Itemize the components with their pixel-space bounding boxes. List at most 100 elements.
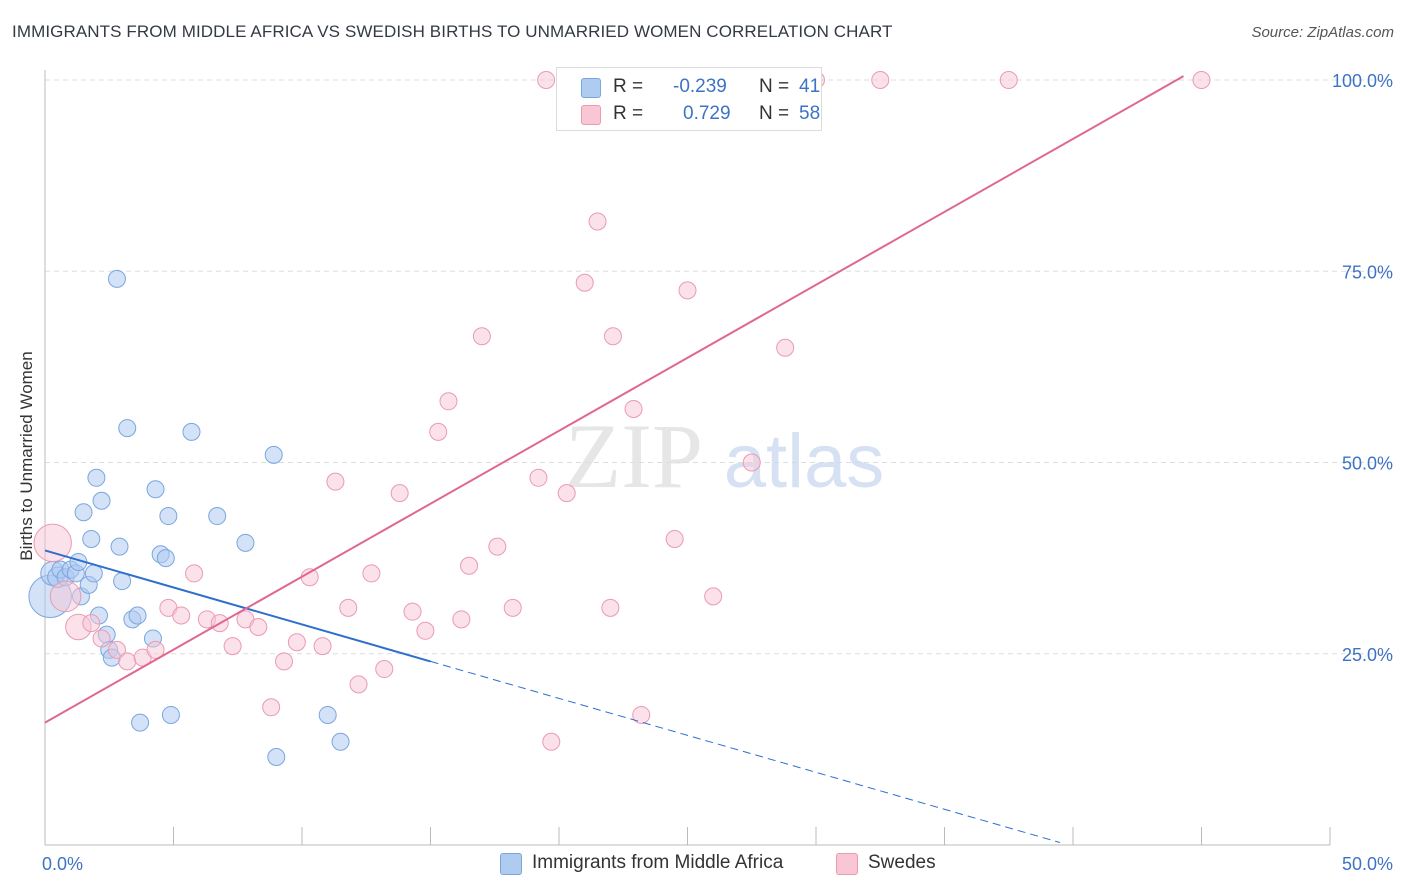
legend-swatch-swedes <box>836 853 858 875</box>
data-point-swedes <box>460 556 479 575</box>
data-point-middle-africa <box>318 705 337 724</box>
data-point-swedes <box>575 273 594 292</box>
data-point-middle-africa <box>82 530 101 548</box>
data-point-middle-africa <box>118 419 137 438</box>
data-point-middle-africa <box>87 468 106 487</box>
data-point-swedes <box>275 652 294 671</box>
data-point-swedes <box>92 629 111 648</box>
data-point-swedes <box>349 675 368 694</box>
legend-label-swedes: Swedes <box>868 852 936 873</box>
y-tick-label: 50.0% <box>1342 454 1393 474</box>
data-point-swedes <box>472 327 491 346</box>
data-point-swedes <box>452 610 471 629</box>
data-point-swedes <box>529 468 548 487</box>
data-point-swedes <box>249 617 268 636</box>
data-point-middle-africa <box>128 606 147 625</box>
data-point-swedes <box>601 598 620 617</box>
data-point-middle-africa <box>161 705 180 724</box>
data-point-middle-africa <box>331 732 350 751</box>
data-point-middle-africa <box>159 507 178 526</box>
data-point-middle-africa <box>236 533 255 552</box>
data-point-swedes <box>146 640 165 659</box>
data-point-swedes <box>33 523 72 563</box>
data-point-swedes <box>82 614 101 633</box>
data-point-middle-africa <box>146 480 165 499</box>
correlation-legend: R = -0.239 N = 41 R = 0.729 N = 58 <box>556 67 822 131</box>
data-point-swedes <box>537 71 556 89</box>
data-point-swedes <box>390 484 409 503</box>
data-point-swedes <box>999 71 1018 89</box>
data-point-swedes <box>313 637 332 656</box>
legend-r-value-2: 0.729 <box>683 103 731 124</box>
data-point-swedes <box>439 392 458 411</box>
data-point-swedes <box>287 633 306 652</box>
data-point-swedes <box>742 453 761 472</box>
data-point-middle-africa <box>92 491 111 510</box>
data-point-swedes <box>1192 71 1211 89</box>
data-point-middle-africa <box>74 503 93 522</box>
data-point-swedes <box>172 606 191 625</box>
data-point-swedes <box>339 598 358 617</box>
data-point-swedes <box>262 698 281 717</box>
legend-n-value-1: 41 <box>799 76 821 97</box>
legend-label-middle-africa: Immigrants from Middle Africa <box>532 852 784 873</box>
data-point-middle-africa <box>208 507 227 526</box>
data-point-swedes <box>185 564 204 583</box>
y-tick-label: 25.0% <box>1342 645 1393 665</box>
data-point-swedes <box>588 212 607 231</box>
legend-r-label-1: R = <box>613 76 644 97</box>
data-point-swedes <box>416 621 435 640</box>
source-label: Source: ZipAtlas.com <box>1251 24 1394 41</box>
data-point-middle-africa <box>156 549 175 568</box>
data-point-swedes <box>326 472 345 491</box>
legend-n-value-2: 58 <box>799 103 821 124</box>
legend-swatch-middle-africa <box>500 853 522 875</box>
legend-swatch-blue <box>581 78 601 98</box>
data-point-middle-africa <box>84 564 103 583</box>
data-point-swedes <box>429 422 448 441</box>
axes <box>44 70 1331 846</box>
legend-swatch-pink <box>581 105 601 125</box>
data-point-swedes <box>375 660 394 679</box>
data-point-swedes <box>223 637 242 656</box>
chart-title: IMMIGRANTS FROM MIDDLE AFRICA VS SWEDISH… <box>12 22 893 41</box>
data-point-swedes <box>632 705 651 724</box>
data-point-swedes <box>362 564 381 583</box>
trendline-middle-africa <box>44 549 431 663</box>
legend-r-value-1: -0.239 <box>673 76 727 97</box>
legend-n-label-2: N = <box>759 103 790 124</box>
data-point-swedes <box>776 338 795 357</box>
data-point-swedes <box>665 530 684 548</box>
series-swedes-points <box>33 71 1211 751</box>
data-point-swedes <box>624 399 643 418</box>
legend-n-label-1: N = <box>759 76 790 97</box>
data-point-swedes <box>678 281 697 300</box>
data-point-swedes <box>49 580 82 613</box>
data-point-middle-africa <box>264 445 283 464</box>
trend-lines <box>44 75 1185 844</box>
tick-labels: 25.0% 50.0% 75.0% 100.0% 0.0% 50.0% <box>42 71 1393 874</box>
data-point-middle-africa <box>182 422 201 441</box>
data-point-swedes <box>603 327 622 346</box>
legend-r-label-2: R = <box>613 103 644 124</box>
series-middle-africa-points <box>28 269 350 767</box>
y-tick-label: 75.0% <box>1342 262 1393 282</box>
data-point-swedes <box>542 732 561 751</box>
data-point-middle-africa <box>110 537 129 556</box>
data-point-swedes <box>557 484 576 503</box>
data-point-swedes <box>488 537 507 556</box>
data-point-swedes <box>704 587 723 606</box>
data-point-swedes <box>403 602 422 621</box>
x-tick-label: 50.0% <box>1342 854 1393 874</box>
data-point-middle-africa <box>107 269 126 288</box>
data-point-swedes <box>503 598 522 617</box>
data-point-middle-africa <box>131 713 150 732</box>
data-point-swedes <box>118 652 137 671</box>
data-point-middle-africa <box>267 748 286 767</box>
trendline-swedes <box>44 75 1185 724</box>
y-tick-label: 100.0% <box>1332 71 1393 91</box>
y-axis-label: Births to Unmarried Women <box>17 351 36 560</box>
data-point-swedes <box>107 640 126 659</box>
watermark-zip: ZIP <box>565 405 703 507</box>
